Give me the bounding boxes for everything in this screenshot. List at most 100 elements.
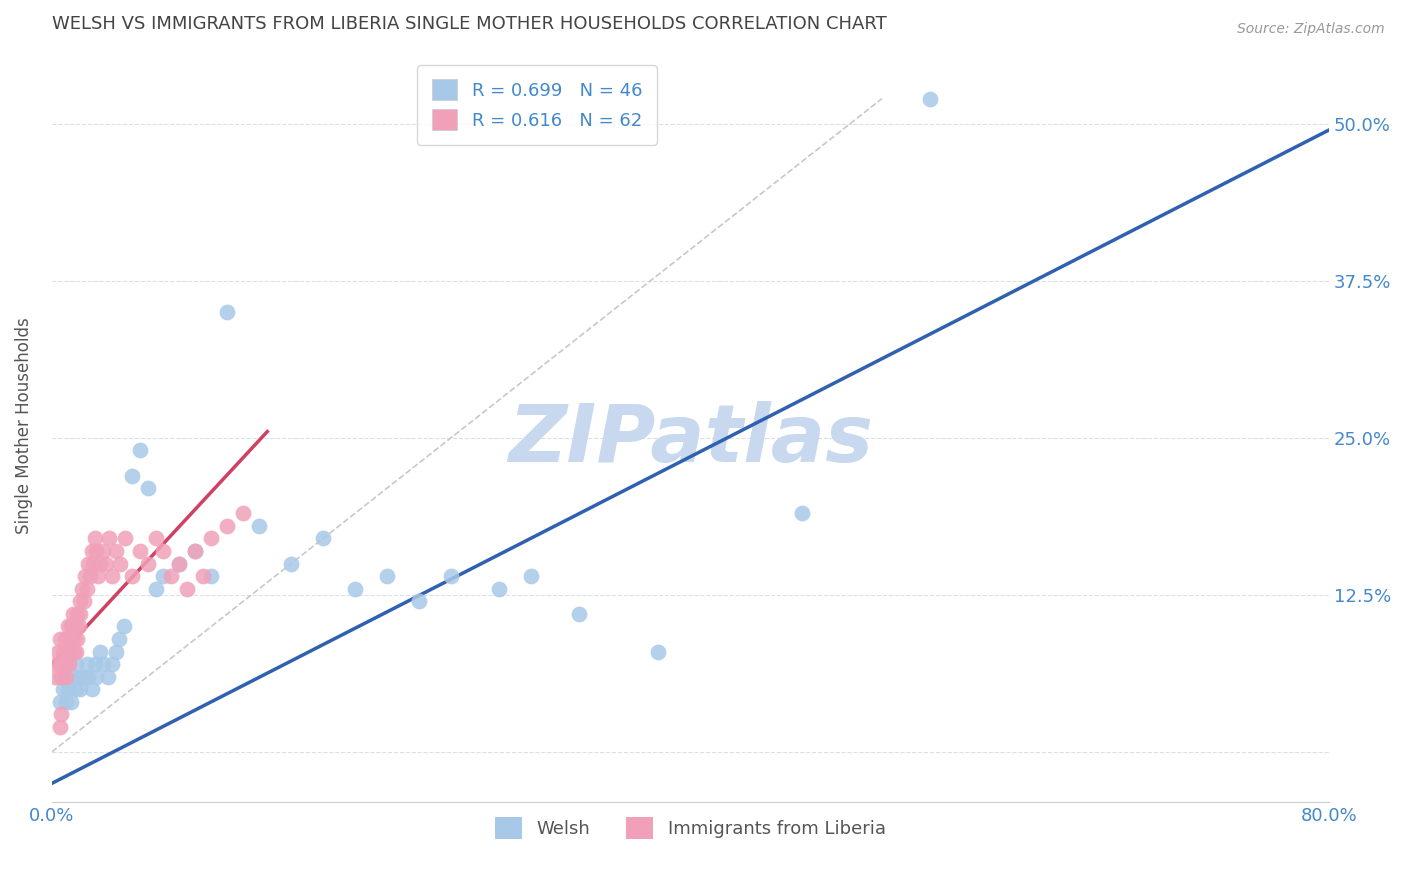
- Point: [344, 582, 367, 596]
- Point: [82, 557, 104, 571]
- Point: [152, 544, 174, 558]
- Point: [77, 670, 100, 684]
- Point: [519, 569, 541, 583]
- Point: [112, 619, 135, 633]
- Point: [114, 532, 136, 546]
- Point: [62, 607, 84, 621]
- Point: [62, 670, 84, 684]
- Text: ZIPatlas: ZIPatlas: [508, 401, 873, 479]
- Point: [128, 544, 150, 558]
- Point: [67, 619, 90, 633]
- Point: [63, 632, 86, 646]
- Point: [86, 670, 108, 684]
- Point: [89, 557, 111, 571]
- Point: [312, 532, 335, 546]
- Point: [45, 657, 67, 671]
- Point: [76, 582, 98, 596]
- Point: [89, 644, 111, 658]
- Point: [110, 557, 132, 571]
- Point: [176, 582, 198, 596]
- Point: [69, 670, 91, 684]
- Point: [46, 644, 69, 658]
- Point: [56, 682, 79, 697]
- Point: [69, 594, 91, 608]
- Point: [70, 582, 93, 596]
- Point: [86, 544, 108, 558]
- Point: [217, 519, 239, 533]
- Point: [121, 569, 143, 583]
- Legend: Welsh, Immigrants from Liberia: Welsh, Immigrants from Liberia: [488, 810, 893, 846]
- Point: [48, 720, 70, 734]
- Point: [55, 695, 77, 709]
- Y-axis label: Single Mother Households: Single Mother Households: [15, 317, 32, 533]
- Point: [87, 569, 110, 583]
- Point: [408, 594, 430, 608]
- Point: [128, 443, 150, 458]
- Point: [790, 506, 813, 520]
- Point: [918, 92, 941, 106]
- Point: [101, 657, 124, 671]
- Point: [169, 557, 191, 571]
- Point: [65, 644, 87, 658]
- Point: [80, 682, 103, 697]
- Point: [56, 619, 79, 633]
- Point: [79, 569, 101, 583]
- Point: [77, 557, 100, 571]
- Point: [44, 670, 66, 684]
- Point: [145, 582, 167, 596]
- Point: [55, 644, 77, 658]
- Point: [488, 582, 510, 596]
- Point: [59, 695, 82, 709]
- Point: [63, 644, 86, 658]
- Point: [94, 557, 117, 571]
- Point: [145, 532, 167, 546]
- Point: [83, 532, 105, 546]
- Point: [80, 544, 103, 558]
- Point: [53, 657, 76, 671]
- Point: [280, 557, 302, 571]
- Point: [55, 670, 77, 684]
- Point: [73, 594, 96, 608]
- Point: [52, 644, 75, 658]
- Point: [104, 544, 127, 558]
- Point: [59, 632, 82, 646]
- Point: [58, 644, 80, 658]
- Point: [59, 619, 82, 633]
- Point: [51, 707, 73, 722]
- Point: [53, 670, 76, 684]
- Point: [217, 305, 239, 319]
- Point: [62, 619, 84, 633]
- Point: [200, 569, 222, 583]
- Point: [160, 569, 183, 583]
- Point: [65, 657, 87, 671]
- Point: [98, 532, 121, 546]
- Point: [169, 557, 191, 571]
- Point: [184, 544, 207, 558]
- Point: [56, 632, 79, 646]
- Point: [97, 670, 120, 684]
- Point: [51, 670, 73, 684]
- Point: [200, 532, 222, 546]
- Point: [91, 657, 114, 671]
- Point: [76, 657, 98, 671]
- Point: [66, 632, 89, 646]
- Point: [69, 682, 91, 697]
- Point: [75, 569, 97, 583]
- Point: [58, 657, 80, 671]
- Point: [136, 481, 159, 495]
- Point: [184, 544, 207, 558]
- Text: Source: ZipAtlas.com: Source: ZipAtlas.com: [1237, 22, 1385, 37]
- Point: [66, 607, 89, 621]
- Point: [83, 657, 105, 671]
- Point: [107, 632, 129, 646]
- Point: [52, 682, 75, 697]
- Point: [48, 657, 70, 671]
- Point: [152, 569, 174, 583]
- Point: [48, 632, 70, 646]
- Point: [101, 569, 124, 583]
- Point: [121, 468, 143, 483]
- Point: [53, 632, 76, 646]
- Point: [65, 682, 87, 697]
- Point: [440, 569, 463, 583]
- Point: [136, 557, 159, 571]
